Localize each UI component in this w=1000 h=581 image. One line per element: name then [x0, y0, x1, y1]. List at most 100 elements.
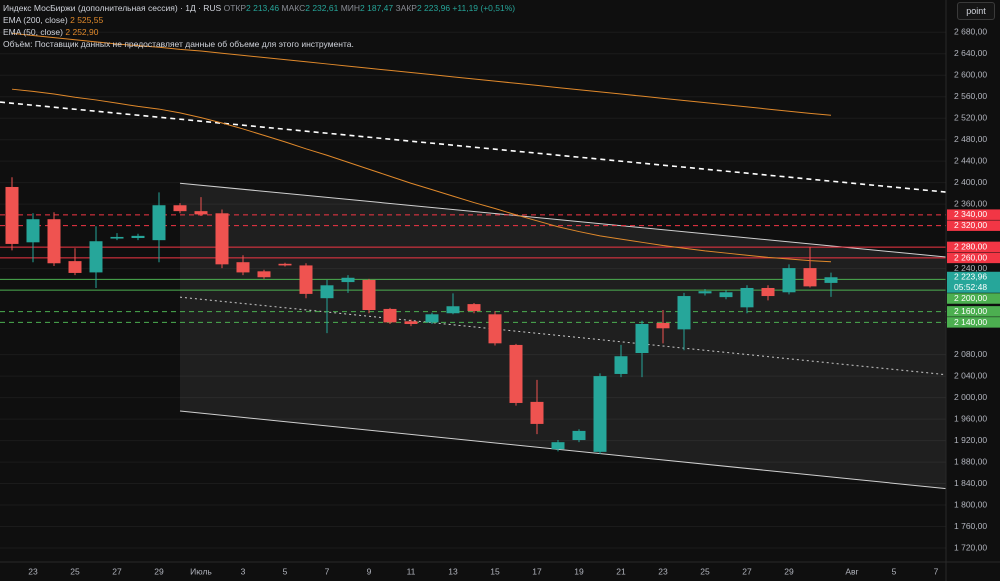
- channel-line: [179, 182, 946, 258]
- y-tick-label: 1 920,00: [954, 435, 987, 445]
- candle: [383, 307, 397, 324]
- candle-body: [803, 268, 817, 287]
- price-line-label-text: 2 160,00: [954, 306, 987, 316]
- candle: [698, 289, 712, 296]
- x-tick-label: 5: [892, 566, 897, 576]
- candle-body: [47, 219, 61, 264]
- x-tick-label: 13: [448, 566, 458, 576]
- candle-body: [719, 292, 733, 298]
- header: Индекс МосБиржи (дополнительная сессия) …: [3, 2, 515, 50]
- x-tick-label: 17: [532, 566, 542, 576]
- ohlc-value: 2 187,47: [360, 3, 394, 13]
- x-tick-label: 19: [574, 566, 584, 576]
- price-line-label: [947, 220, 1000, 231]
- candle-body: [362, 279, 376, 311]
- candle: [635, 320, 649, 378]
- price-line-label: [947, 252, 1000, 264]
- candle-body: [131, 235, 145, 239]
- indicator-legend[interactable]: EMA (50, close) 2 252,90: [3, 26, 515, 38]
- y-tick-label: 1 960,00: [954, 413, 987, 423]
- price-line-label: [947, 306, 1000, 317]
- candle-body: [5, 186, 19, 244]
- candle: [341, 275, 355, 293]
- candle-body: [215, 213, 229, 265]
- candle-body: [656, 322, 670, 329]
- candle-body: [677, 296, 691, 330]
- candle: [362, 278, 376, 314]
- symbol-title: Индекс МосБиржи (дополнительная сессия) …: [3, 3, 222, 13]
- candle: [236, 255, 250, 276]
- candle-body: [761, 287, 775, 297]
- candle: [26, 213, 40, 263]
- price-line-label-text: 2 320,00: [954, 220, 987, 230]
- channel-fill: [180, 183, 946, 489]
- y-tick-label: 2 640,00: [954, 48, 987, 58]
- candle-body: [257, 271, 271, 278]
- candle: [551, 440, 565, 452]
- plot-area: [0, 31, 946, 549]
- candle-body: [698, 291, 712, 294]
- candle: [404, 319, 418, 327]
- candle: [656, 310, 670, 344]
- candle: [740, 285, 754, 314]
- candle: [320, 279, 334, 334]
- x-tick-label: 29: [154, 566, 164, 576]
- ohlc-value: 2 213,46: [246, 3, 280, 13]
- indicator-value: 2 252,90: [65, 27, 99, 37]
- x-tick-label: 21: [616, 566, 626, 576]
- current-price-label-text: 2 223,96: [954, 272, 987, 282]
- y-tick-label: 2 680,00: [954, 26, 987, 36]
- candle: [593, 373, 607, 455]
- change: +11,19 (+0,51%): [452, 3, 516, 13]
- price-line-label: [947, 209, 1000, 220]
- ema-line: [11, 32, 832, 116]
- candle-body: [572, 430, 586, 441]
- candle-body: [509, 344, 523, 403]
- y-tick-label: 2 400,00: [954, 177, 987, 187]
- candle-body: [425, 314, 439, 323]
- y-tick-label: 2 240,00: [954, 263, 987, 273]
- ohlc-value: 2 223,96: [416, 3, 451, 13]
- x-tick-label: 11: [407, 566, 416, 576]
- point-button[interactable]: point: [957, 2, 995, 20]
- x-tick-label: 5: [283, 566, 288, 576]
- candle-body: [341, 277, 355, 283]
- x-tick-label: 29: [784, 566, 794, 576]
- y-tick-label: 1 880,00: [954, 456, 987, 466]
- y-tick-label: 2 440,00: [954, 155, 987, 165]
- candle-body: [446, 306, 460, 314]
- y-tick-label: 1 800,00: [954, 499, 987, 509]
- x-tick-label: Июль: [190, 566, 212, 576]
- candle-body: [383, 308, 397, 323]
- y-tick-label: 2 520,00: [954, 112, 987, 122]
- candle: [761, 285, 775, 301]
- y-tick-label: 2 560,00: [954, 91, 987, 101]
- candle: [425, 312, 439, 324]
- price-line-label-text: 2 200,00: [954, 293, 987, 303]
- candle-body: [299, 265, 313, 294]
- candle: [488, 311, 502, 346]
- y-tick-label: 2 040,00: [954, 370, 987, 380]
- candle: [719, 290, 733, 300]
- candle-body: [740, 287, 754, 308]
- x-tick-label: 27: [112, 566, 122, 576]
- indicator-name: EMA (200, close): [3, 15, 68, 25]
- candle-body: [68, 261, 82, 273]
- y-tick-label: 2 360,00: [954, 198, 987, 208]
- x-tick-label: 23: [658, 566, 668, 576]
- current-price-label: [947, 271, 1000, 293]
- y-tick-label: 2 600,00: [954, 69, 987, 79]
- candle: [47, 212, 61, 266]
- candle: [572, 429, 586, 443]
- candle-body: [593, 376, 607, 452]
- price-line-label-text: 2 140,00: [954, 317, 987, 327]
- x-tick-label: Авг: [845, 566, 858, 576]
- current-price-label-text: 05:52:48: [954, 282, 987, 292]
- ema-line: [11, 88, 832, 263]
- channel-line: [179, 410, 946, 490]
- candle-body: [173, 205, 187, 212]
- ohlc-label: МАКС: [281, 3, 306, 13]
- x-tick-label: 15: [490, 566, 500, 576]
- indicator-legend[interactable]: EMA (200, close) 2 525,55: [3, 14, 515, 26]
